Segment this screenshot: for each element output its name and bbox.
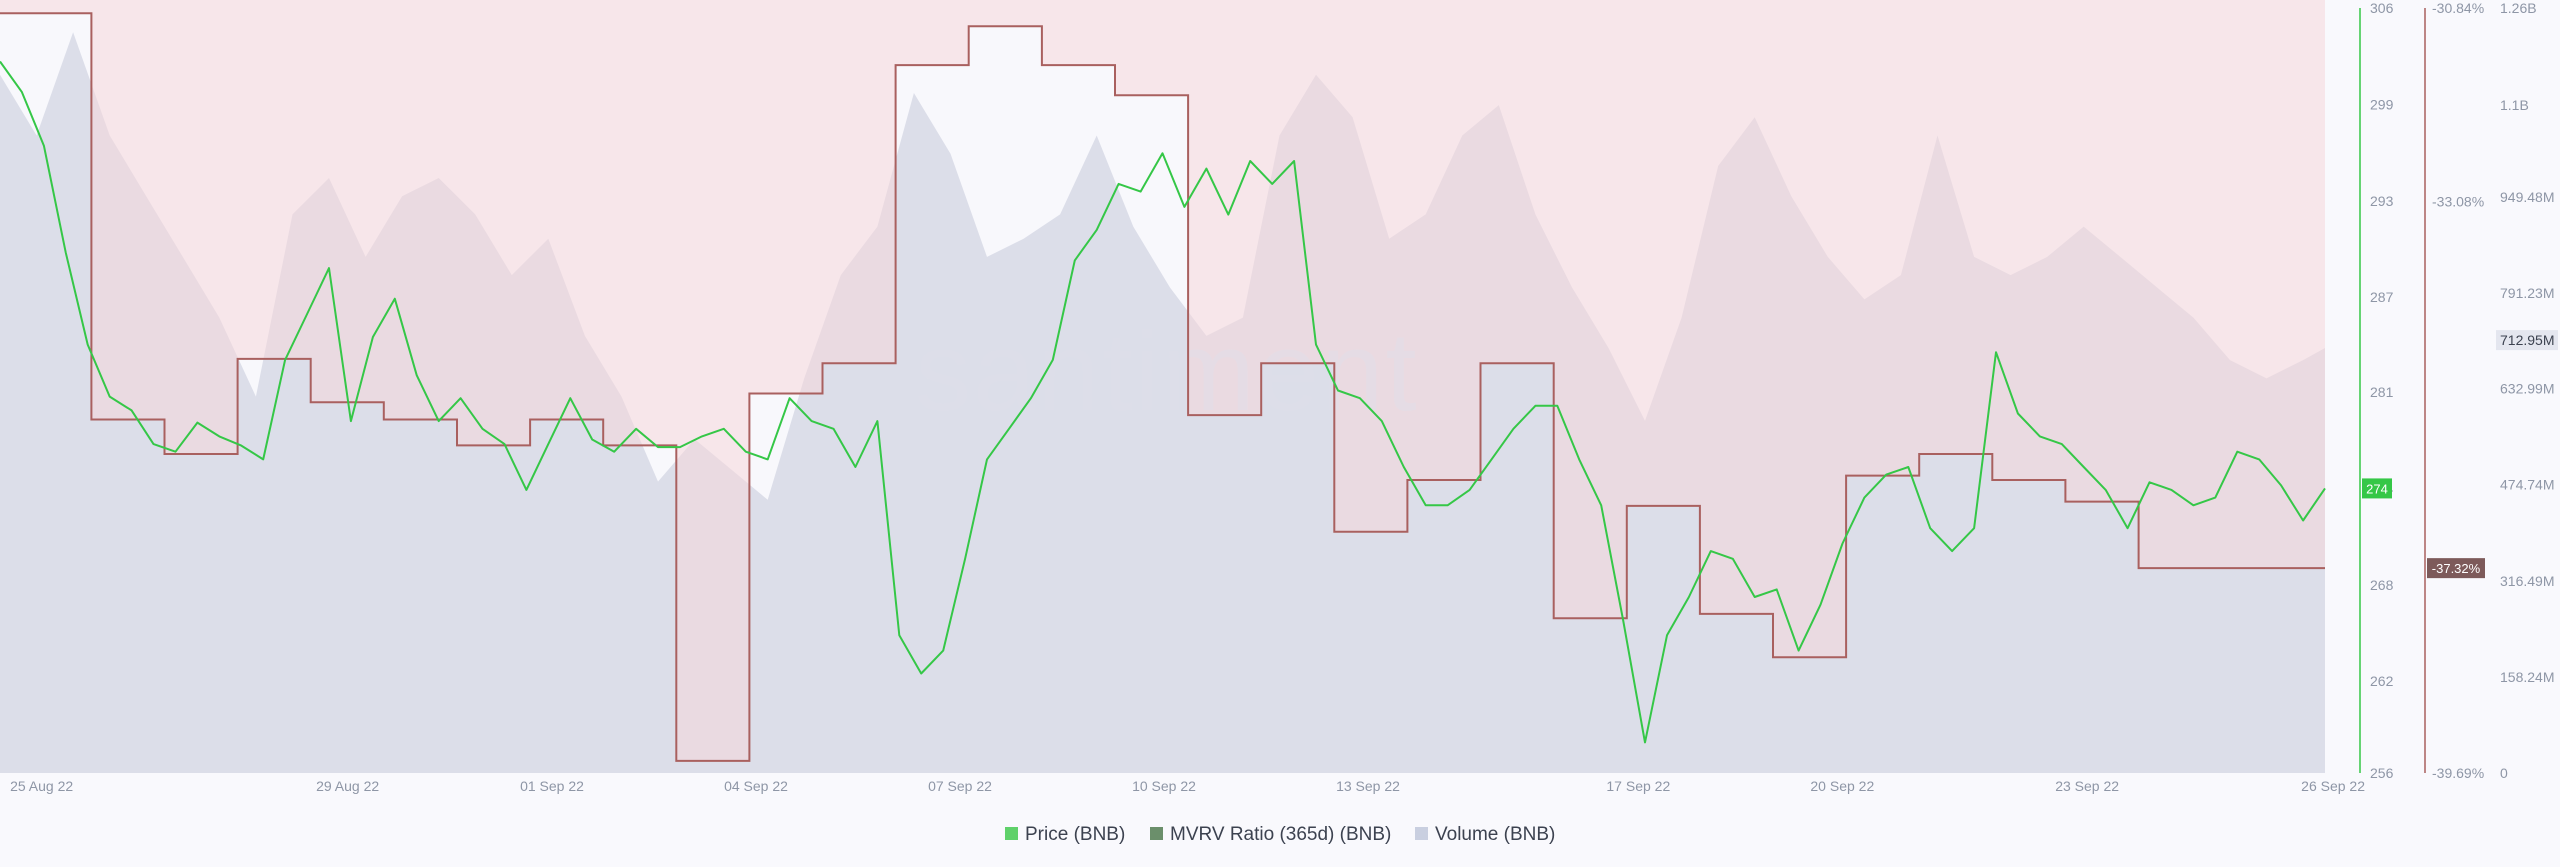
x-tick-label: 29 Aug 22 <box>316 778 379 794</box>
x-tick-label: 04 Sep 22 <box>724 778 788 794</box>
volume-tick-label: 316.49M <box>2500 573 2554 589</box>
volume-tick-label: 791.23M <box>2500 285 2554 301</box>
x-tick-label: 01 Sep 22 <box>520 778 584 794</box>
mvrv-line <box>0 12 2325 762</box>
legend-swatch <box>1150 827 1163 840</box>
x-tick-label: 26 Sep 22 <box>2301 778 2365 794</box>
mvrv-tick-label: -33.08% <box>2432 194 2484 210</box>
legend-item: Price (BNB) <box>1005 824 1125 845</box>
mvrv-fill <box>0 0 2325 761</box>
volume-tick-label: 1.1B <box>2500 97 2529 113</box>
price-tick-label: 256 <box>2370 765 2394 781</box>
price-tick-label: 306 <box>2370 0 2394 16</box>
legend-label: MVRV Ratio (365d) (BNB) <box>1170 824 1391 845</box>
mvrv-fill-layer <box>0 0 2325 761</box>
price-current-badge <box>2362 478 2392 499</box>
legend-label: Volume (BNB) <box>1435 824 1555 845</box>
mvrv-line-layer <box>0 12 2325 762</box>
volume-tick-label: 474.74M <box>2500 477 2554 493</box>
mvrv-current-badge <box>2427 558 2485 579</box>
price-tick-label: 293 <box>2370 193 2394 209</box>
volume-tick-label: 1.26B <box>2500 0 2537 16</box>
legend-item: Volume (BNB) <box>1415 824 1555 845</box>
price-line-layer <box>0 60 2326 744</box>
x-tick-label: 23 Sep 22 <box>2055 778 2119 794</box>
legend-item: MVRV Ratio (365d) (BNB) <box>1150 824 1391 845</box>
volume-current-badge <box>2496 330 2558 351</box>
x-tick-label: 20 Sep 22 <box>1810 778 1874 794</box>
price-axis: 306299293287281274268262256274 <box>2359 0 2394 781</box>
volume-current-label: 712.95M <box>2500 332 2554 348</box>
x-axis: 25 Aug 22 29 Aug 22 01 Sep 22 04 Sep 22 07 S… <box>10 778 2365 794</box>
mvrv-current-label: -37.32% <box>2432 561 2481 576</box>
price-tick-label: 281 <box>2370 384 2394 400</box>
legend-label: Price (BNB) <box>1025 824 1125 845</box>
x-tick-label: 10 Sep 22 <box>1132 778 1196 794</box>
volume-axis: 1.26B 1.1B 949.48M 791.23M 712.95M 632.99M 474… <box>2496 0 2558 781</box>
price-current-label: 274 <box>2366 481 2388 496</box>
price-tick-label: 262 <box>2370 673 2394 689</box>
legend: Price (BNB) MVRV Ratio (365d) (BNB) Volume… <box>1005 824 1555 845</box>
volume-tick-label: 632.99M <box>2500 381 2554 397</box>
legend-swatch <box>1005 827 1018 840</box>
price-line <box>0 60 2326 744</box>
volume-tick-label: 158.24M <box>2500 669 2554 685</box>
price-tick-label: 268 <box>2370 577 2394 593</box>
x-tick-label: 25 Aug 22 <box>10 778 73 794</box>
watermark: santiment <box>915 309 1419 434</box>
x-tick-label: 07 Sep 22 <box>928 778 992 794</box>
legend-swatch <box>1415 827 1428 840</box>
x-tick-label: 17 Sep 22 <box>1606 778 1670 794</box>
x-tick-label: 13 Sep 22 <box>1336 778 1400 794</box>
price-tick-label: 287 <box>2370 289 2394 305</box>
mvrv-axis: -30.84% -33.08% -39.69% -37.32% <box>2424 0 2485 781</box>
price-tick-label: 299 <box>2370 96 2394 112</box>
mvrv-tick-label: -30.84% <box>2432 0 2484 16</box>
volume-tick-label: 0 <box>2500 765 2508 781</box>
mvrv-tick-label: -39.69% <box>2432 765 2484 781</box>
volume-tick-label: 949.48M <box>2500 189 2554 205</box>
